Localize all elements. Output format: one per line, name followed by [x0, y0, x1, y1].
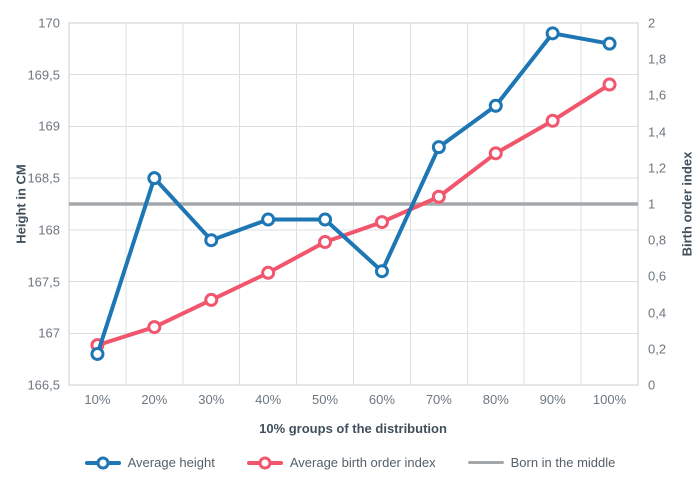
data-point-marker [90, 346, 105, 361]
right-axis-tick-label: 0,4 [648, 305, 667, 321]
x-axis-tick-label: 80% [482, 392, 509, 407]
right-axis-tick-label: 2 [648, 15, 656, 31]
data-point-marker [374, 264, 389, 279]
legend-item: Average height [84, 455, 215, 470]
legend-line-swatch [467, 461, 504, 464]
data-point-marker [374, 215, 389, 230]
left-axis-tick-label: 170 [38, 15, 60, 31]
legend-label: Average birth order index [289, 455, 436, 470]
data-point-marker [431, 140, 446, 155]
left-axis-tick-label: 168 [38, 222, 60, 238]
right-axis-tick-label: 1,8 [648, 51, 667, 67]
right-axis-tick-label: 1,6 [648, 87, 667, 103]
right-axis-tick-label: 0 [648, 377, 656, 393]
data-point-marker [488, 98, 503, 113]
data-point-marker [602, 77, 617, 92]
x-axis-title: 10% groups of the distribution [259, 421, 447, 436]
data-point-marker [204, 233, 219, 248]
series-line-right [95, 82, 612, 348]
left-axis-title: Height in CM [13, 164, 29, 244]
legend-item: Average birth order index [246, 455, 436, 470]
x-axis-tick-label: 60% [368, 392, 395, 407]
data-point-marker [147, 171, 162, 186]
series-line-left [95, 31, 612, 356]
x-axis-tick-label: 40% [255, 392, 282, 407]
right-axis-tick-label: 1 [648, 196, 656, 212]
right-axis-tick-label: 0,6 [648, 268, 667, 284]
legend-label: Born in the middle [510, 455, 616, 470]
x-axis-tick-label: 30% [198, 392, 225, 407]
right-axis-tick-label: 1,2 [648, 160, 667, 176]
x-axis-tick-label: 70% [425, 392, 452, 407]
left-axis-tick-label: 169,5 [27, 67, 60, 83]
data-point-marker [602, 36, 617, 51]
data-point-marker [261, 265, 276, 280]
legend-marker-circle-icon [96, 456, 110, 469]
legend: Average height Average birth order index B… [0, 456, 700, 469]
left-axis-tick-label: 167,5 [27, 274, 60, 290]
data-point-marker [204, 292, 219, 307]
data-point-marker [147, 320, 162, 335]
left-axis-tick-label: 166,5 [27, 377, 60, 393]
right-axis-tick-label: 0,8 [648, 232, 667, 248]
data-point-marker [545, 113, 560, 128]
data-point-marker [318, 235, 333, 250]
left-axis-tick-label: 169 [38, 118, 60, 134]
data-point-marker [261, 212, 276, 227]
x-axis-tick-label: 100% [592, 392, 627, 407]
legend-line-swatch [84, 456, 121, 469]
legend-marker-circle-icon [258, 456, 272, 469]
right-axis-tick-label: 0,2 [648, 341, 667, 357]
x-axis-tick-label: 20% [141, 392, 168, 407]
data-point-marker [431, 189, 446, 204]
legend-line-swatch [246, 456, 283, 469]
left-axis-tick-label: 168,5 [27, 170, 60, 186]
right-axis-title: Birth order index [679, 151, 695, 257]
data-point-marker [545, 26, 560, 41]
data-point-marker [318, 212, 333, 227]
x-axis-tick-label: 10% [84, 392, 111, 407]
left-axis-tick-label: 167 [38, 325, 60, 341]
right-axis-tick-label: 1,4 [648, 124, 667, 140]
x-axis-tick-label: 50% [312, 392, 339, 407]
legend-item: Born in the middle [467, 455, 616, 470]
legend-label: Average height [127, 455, 215, 470]
data-point-marker [488, 146, 503, 161]
x-axis-tick-label: 90% [539, 392, 566, 407]
